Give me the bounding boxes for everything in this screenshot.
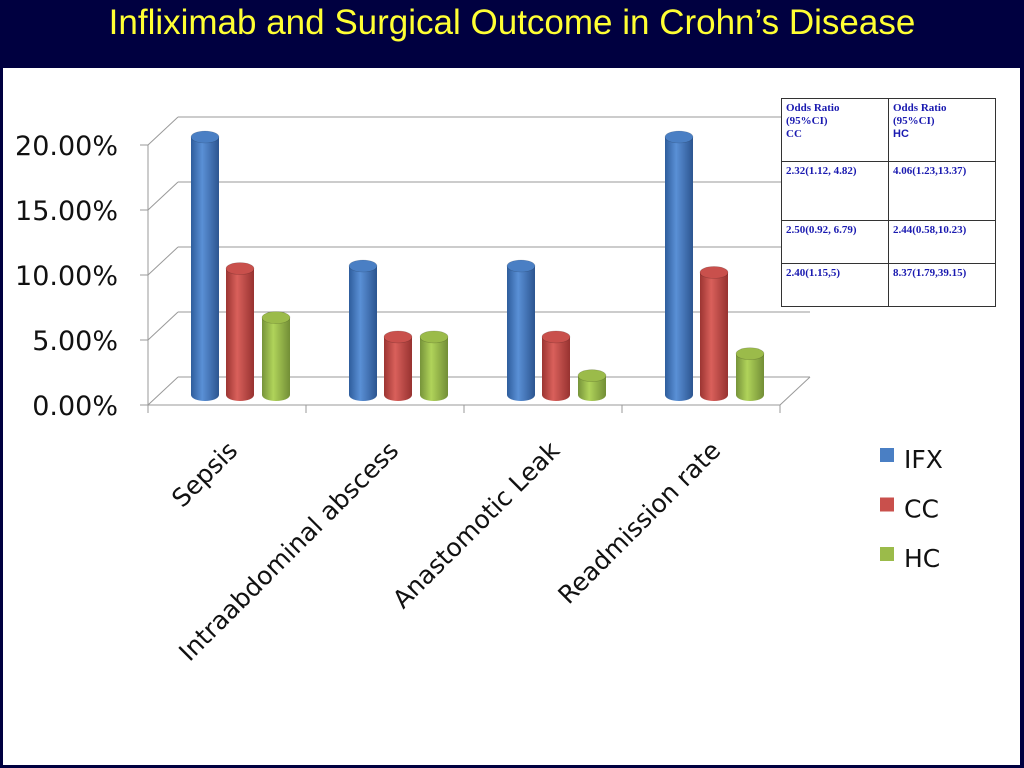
category-label: Anastomotic Leak [387, 435, 566, 614]
gridline-diagonal [147, 311, 179, 341]
bar-cc [541, 330, 571, 401]
y-tick-label: 20.00% [15, 131, 118, 162]
legend-swatch [880, 497, 894, 512]
bar-ifx [348, 259, 378, 401]
bar-body [665, 137, 693, 401]
cell: 2.44(0.58,10.23) [888, 220, 996, 264]
bar-top [225, 262, 255, 275]
bar-top [541, 330, 571, 344]
bar-top [419, 330, 449, 344]
legend: IFX CC HC [880, 445, 943, 573]
gridline-diagonal [147, 376, 179, 406]
bar-body [736, 353, 764, 401]
bar-top [261, 311, 291, 324]
legend-swatch [880, 448, 894, 462]
bar-hc [261, 311, 291, 401]
header-cc: Odds Ratio (95%CI) CC [781, 98, 889, 162]
category-label: Sepsis [166, 436, 243, 513]
bar-body [226, 268, 254, 401]
odds-ratio-table: Odds Ratio (95%CI) CC Odds Ratio (95%CI) HC … [781, 98, 996, 307]
cell: 2.50(0.92, 6.79) [781, 220, 889, 264]
y-tick-label: 10.00% [15, 261, 118, 292]
bar-top [190, 130, 220, 144]
bar-cc [699, 266, 729, 401]
bar-top [699, 266, 729, 279]
bar-top [735, 347, 765, 361]
bar-hc [735, 347, 765, 401]
legend-label: CC [904, 495, 939, 524]
bars [190, 130, 765, 401]
floor-right-edge [779, 376, 811, 406]
cell: 4.06(1.23,13.37) [888, 161, 996, 221]
y-tick-label: 5.00% [32, 326, 118, 357]
gridline-diagonal [147, 116, 179, 146]
legend-swatch [880, 547, 894, 561]
bar-top [383, 330, 413, 344]
bar-body [384, 336, 412, 401]
category-label: Readmission rate [552, 436, 726, 610]
y-tick-label: 15.00% [15, 196, 118, 227]
cell: 2.40(1.15,5) [781, 263, 889, 307]
bar-ifx [664, 130, 694, 401]
y-axis-ticks: 0.00% 5.00% 10.00% 15.00% 20.00% [15, 131, 118, 422]
legend-label: HC [904, 544, 940, 573]
bar-body [262, 317, 290, 401]
bar-top [577, 369, 607, 382]
bar-top [506, 259, 536, 273]
bar-cc [225, 262, 255, 401]
bar-hc [577, 369, 607, 401]
legend-label: IFX [904, 445, 943, 474]
gridline-diagonal [147, 181, 179, 211]
bar-body [700, 272, 728, 401]
bar-body [542, 336, 570, 401]
header-hc: Odds Ratio (95%CI) HC [888, 98, 996, 162]
bar-body [349, 266, 377, 401]
slide-title: Infliximab and Surgical Outcome in Crohn… [108, 3, 916, 42]
bar-top [348, 259, 378, 273]
bar-top [664, 130, 694, 144]
cell: 2.32(1.12, 4.82) [781, 161, 889, 221]
cell: 8.37(1.79,39.15) [888, 263, 996, 307]
gridline-diagonal [147, 246, 179, 276]
bar-body [191, 137, 219, 401]
bar-cc [383, 330, 413, 401]
bar-body [578, 375, 606, 401]
bar-hc [419, 330, 449, 401]
bar-body [420, 336, 448, 401]
bar-ifx [190, 130, 220, 401]
bar-ifx [506, 259, 536, 401]
chart-grid [140, 116, 811, 413]
bar-body [507, 266, 535, 401]
y-tick-label: 0.00% [32, 391, 118, 422]
